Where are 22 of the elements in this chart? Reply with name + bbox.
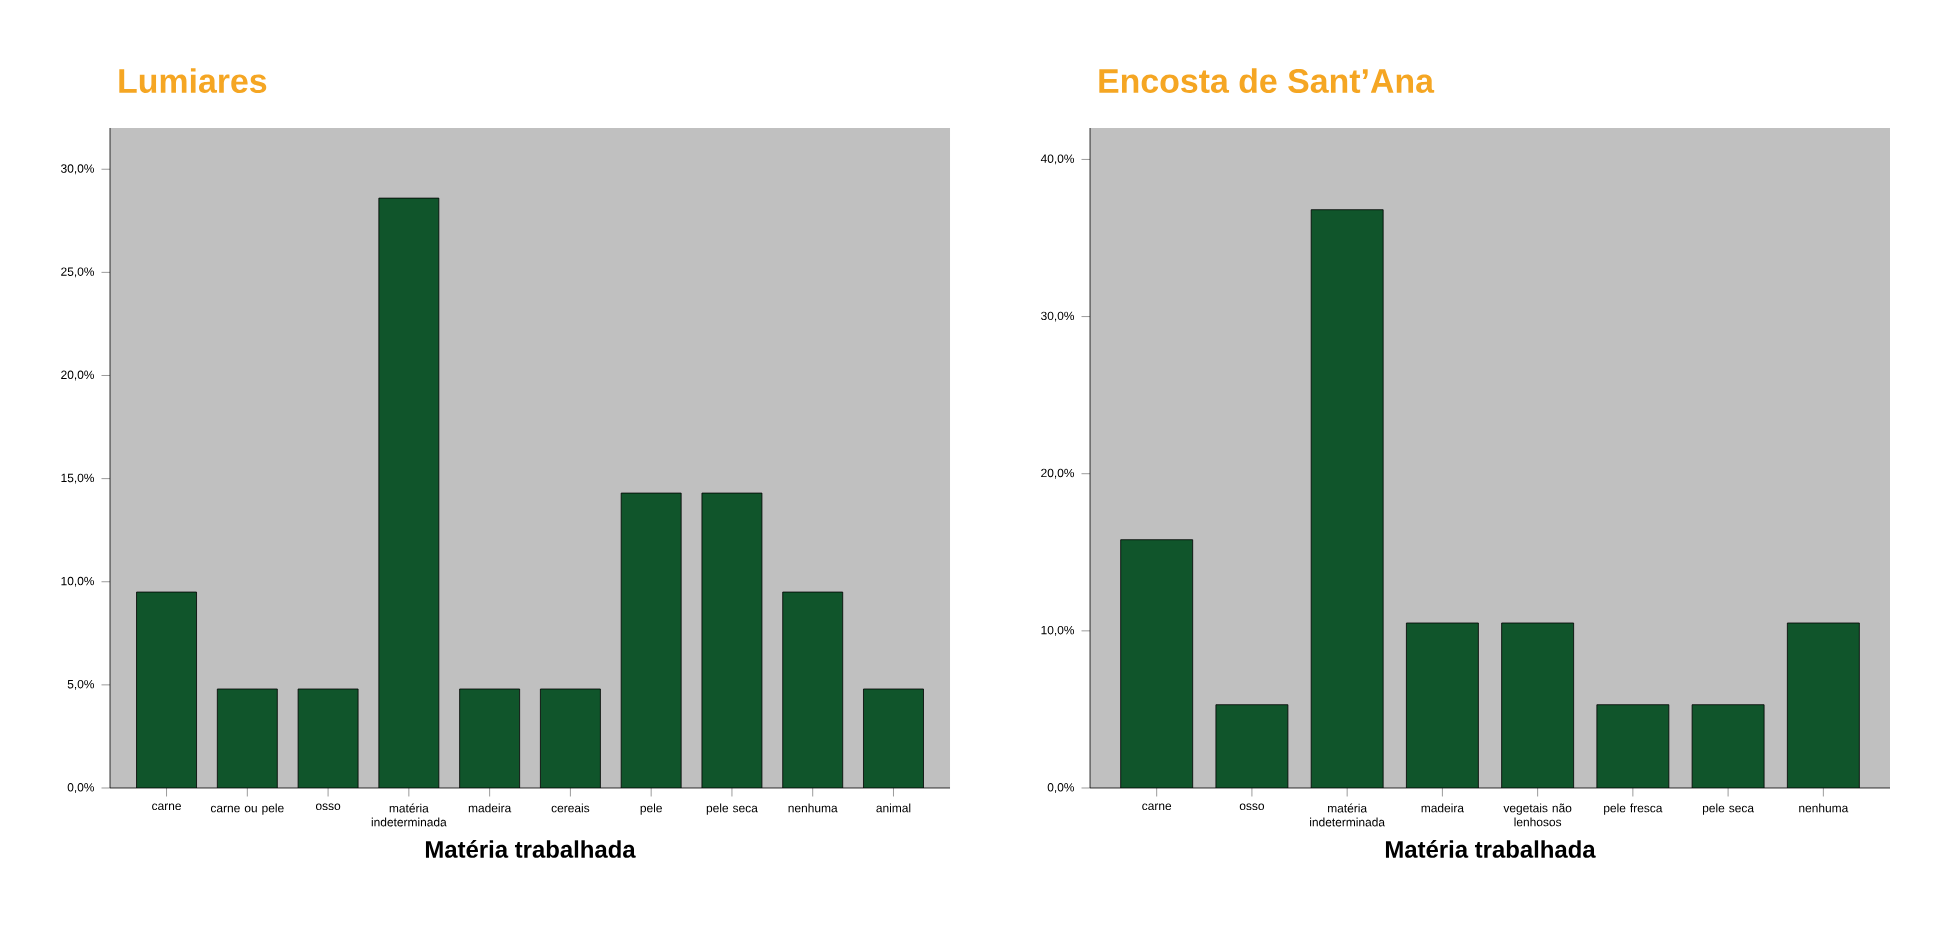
bar: [1501, 623, 1574, 788]
bar: [1311, 209, 1384, 788]
bar: [1406, 623, 1479, 788]
bar: [1692, 704, 1765, 788]
bar: [378, 198, 439, 788]
bar: [1596, 704, 1669, 788]
chart-title: Lumiares: [119, 68, 267, 94]
chart-title: Encosta de Sant’Ana: [1099, 68, 1435, 94]
bar: [298, 689, 359, 788]
bar: [1215, 704, 1288, 788]
x-axis-title: Matéria trabalhada: [425, 840, 636, 858]
bar: [701, 493, 762, 788]
bar: [621, 493, 682, 788]
x-axis-title: Matéria trabalhada: [1385, 840, 1596, 858]
bar: [217, 689, 278, 788]
bar: [1786, 622, 1860, 788]
bar: [459, 689, 520, 788]
bar: [1120, 539, 1193, 788]
bar: [863, 688, 924, 788]
bar: [540, 689, 601, 788]
bar: [782, 592, 843, 788]
bar: [136, 592, 197, 788]
